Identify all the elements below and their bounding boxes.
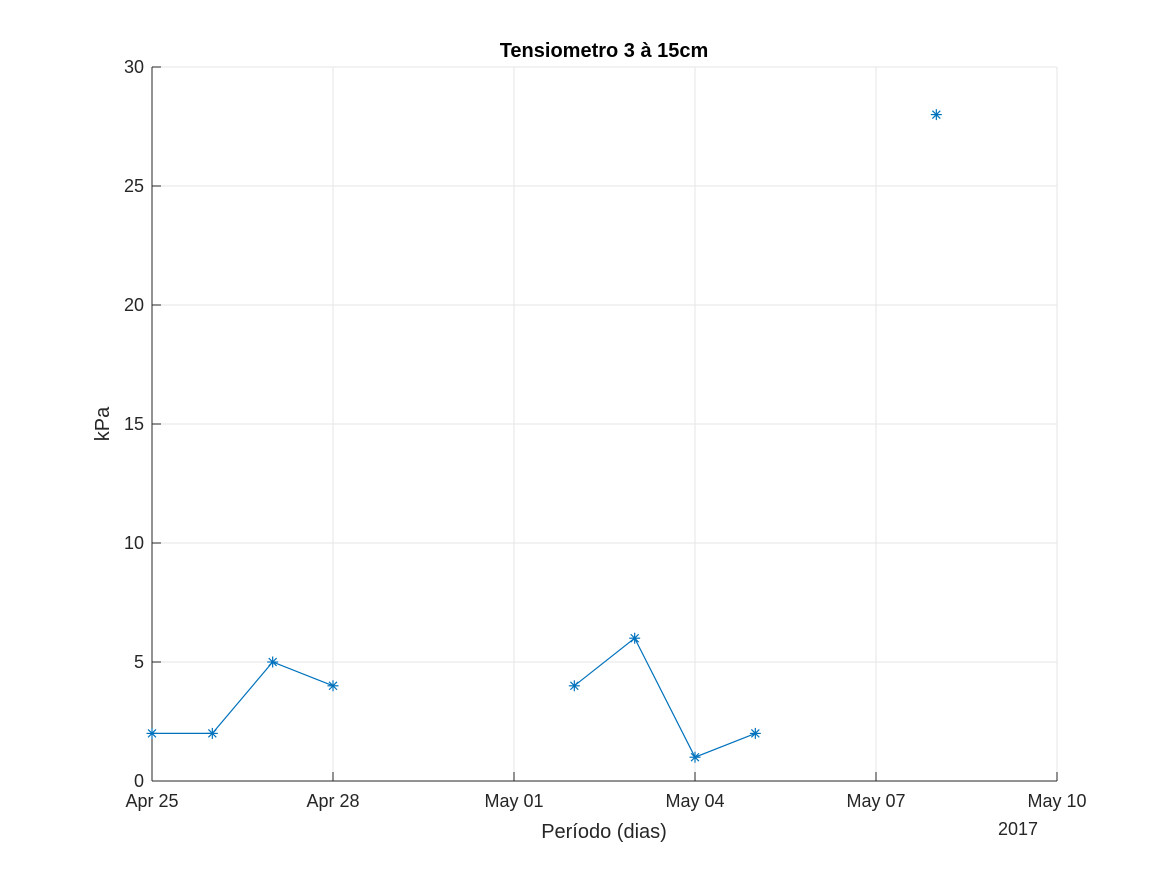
x-tick-label: Apr 28 <box>306 791 359 811</box>
x-axis-label: Período (dias) <box>541 821 667 843</box>
x-tick-label: May 04 <box>665 791 724 811</box>
x-tick-label: May 10 <box>1027 791 1086 811</box>
y-tick-label: 10 <box>124 533 144 553</box>
y-axis-label: kPa <box>92 406 114 441</box>
data-point <box>749 727 761 739</box>
marker-stroke <box>207 729 217 738</box>
marker-stroke <box>147 729 157 738</box>
y-tick-label: 30 <box>124 57 144 77</box>
data-point <box>206 727 218 739</box>
axes: 0 5 10 15 20 25 30 Apr 25 Apr 28 May 01 May 04 May … <box>124 57 1087 811</box>
series-line <box>152 661 334 735</box>
marker-stroke <box>690 752 700 762</box>
data-point <box>689 751 701 763</box>
data-point <box>629 632 641 644</box>
marker-stroke <box>569 681 579 691</box>
marker-stroke <box>750 729 760 738</box>
marker-stroke <box>328 681 338 691</box>
data-point <box>930 109 942 121</box>
y-tick-label: 5 <box>134 652 144 672</box>
marker-stroke <box>630 633 640 643</box>
y-tick-label: 0 <box>134 771 144 791</box>
marker-stroke <box>931 110 941 119</box>
chart-title: Tensiometro 3 à 15cm <box>500 40 709 62</box>
y-tick-label: 20 <box>124 295 144 315</box>
x-tick-label: May 01 <box>484 791 543 811</box>
x-axis-year-label: 2017 <box>998 819 1038 839</box>
marker-stroke <box>268 657 278 667</box>
data-point <box>146 727 158 739</box>
y-tick-label: 15 <box>124 414 144 434</box>
series-group <box>146 109 942 763</box>
x-tick-label: Apr 25 <box>125 791 178 811</box>
data-point <box>568 680 580 692</box>
data-point <box>267 656 279 668</box>
x-tick-label: May 07 <box>846 791 905 811</box>
data-point <box>327 680 339 692</box>
series-line <box>573 637 756 758</box>
y-tick-label: 25 <box>124 176 144 196</box>
